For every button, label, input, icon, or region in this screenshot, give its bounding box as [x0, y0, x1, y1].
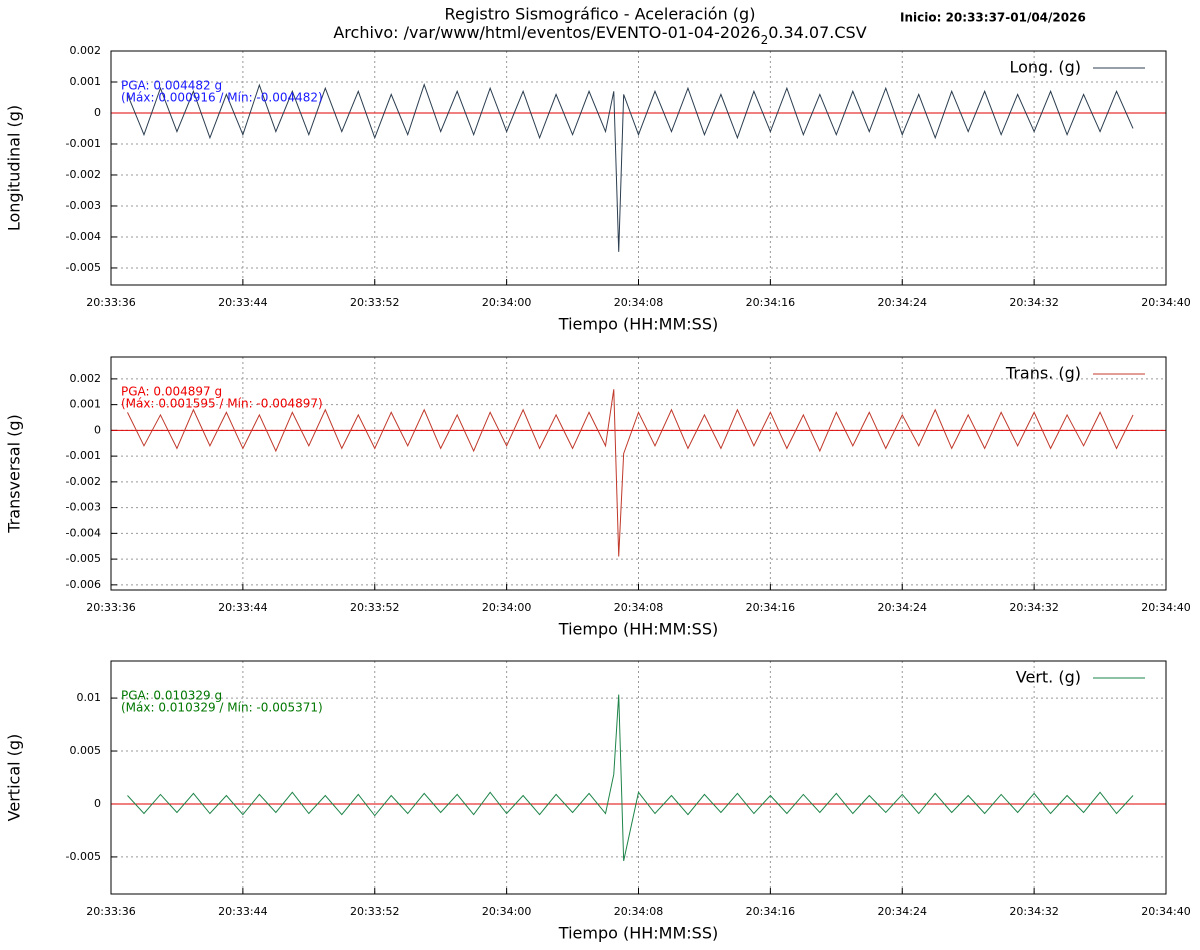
plot-frame — [110, 660, 1167, 895]
annotation: PGA: 0.004482 g — [121, 79, 222, 93]
y-tick-label: -0.006 — [66, 578, 101, 591]
y-axis-label: Transversal (g) — [5, 414, 24, 533]
x-tick-label: 20:34:00 — [482, 905, 531, 918]
x-tick-label: 20:34:00 — [482, 296, 531, 309]
y-tick-label: 0 — [94, 797, 101, 810]
data-line — [127, 83, 1134, 252]
subtitle-subscript: 2 — [761, 33, 769, 47]
x-tick-label: 20:33:52 — [350, 905, 399, 918]
x-tick-label: 20:34:32 — [1009, 601, 1058, 614]
x-tick-label: 20:33:36 — [86, 296, 135, 309]
y-tick-label: -0.001 — [66, 449, 101, 462]
y-tick-label: -0.004 — [66, 526, 101, 539]
x-tick-label: 20:33:52 — [350, 601, 399, 614]
legend-label: Long. (g) — [1009, 58, 1081, 77]
x-tick-label: 20:34:16 — [746, 601, 795, 614]
x-tick-label: 20:34:00 — [482, 601, 531, 614]
x-tick-label: 20:34:40 — [1141, 296, 1190, 309]
y-tick-label: 0.005 — [70, 744, 102, 757]
x-tick-label: 20:34:32 — [1009, 296, 1058, 309]
x-axis-label: Tiempo (HH:MM:SS) — [558, 315, 718, 334]
data-line — [127, 694, 1134, 861]
annotation: (Máx: 0.000916 / Mín: -0.004482) — [121, 91, 323, 105]
x-tick-label: 20:34:24 — [878, 296, 927, 309]
x-tick-label: 20:34:08 — [614, 905, 663, 918]
y-tick-label: 0.002 — [70, 44, 102, 57]
y-tick-label: 0.002 — [70, 372, 102, 385]
legend-label: Trans. (g) — [1005, 364, 1081, 383]
x-tick-label: 20:33:44 — [218, 296, 267, 309]
x-tick-label: 20:33:44 — [218, 601, 267, 614]
x-tick-label: 20:34:08 — [614, 296, 663, 309]
start-time: Inicio: 20:33:37-01/04/2026 — [900, 11, 1086, 25]
y-tick-label: -0.002 — [66, 475, 101, 488]
annotation: PGA: 0.004897 g — [121, 385, 222, 399]
y-tick-label: 0 — [94, 423, 101, 436]
x-tick-label: 20:34:32 — [1009, 905, 1058, 918]
x-axis-label: Tiempo (HH:MM:SS) — [558, 620, 718, 639]
y-tick-label: 0 — [94, 106, 101, 119]
x-tick-label: 20:33:52 — [350, 296, 399, 309]
y-tick-label: 0.001 — [70, 75, 102, 88]
x-tick-label: 20:34:16 — [746, 296, 795, 309]
y-tick-label: 0.001 — [70, 398, 102, 411]
figure-title: Registro Sismográfico - Aceleración (g) — [445, 5, 756, 24]
x-tick-label: 20:33:44 — [218, 905, 267, 918]
figure-subtitle: Archivo: /var/www/html/eventos/EVENTO-01… — [333, 23, 866, 47]
x-tick-label: 20:34:24 — [878, 601, 927, 614]
y-axis-label: Vertical (g) — [5, 734, 24, 822]
annotation: (Máx: 0.010329 / Mín: -0.005371) — [121, 701, 323, 715]
x-tick-label: 20:34:40 — [1141, 601, 1190, 614]
x-tick-label: 20:34:08 — [614, 601, 663, 614]
plot-frame — [110, 50, 1167, 286]
x-tick-label: 20:34:40 — [1141, 905, 1190, 918]
y-tick-label: -0.005 — [66, 850, 101, 863]
y-tick-label: -0.005 — [66, 552, 101, 565]
y-tick-label: -0.001 — [66, 137, 101, 150]
subtitle-part: 0.34.07.CSV — [768, 23, 866, 42]
y-tick-label: 0.01 — [77, 691, 102, 704]
x-tick-label: 20:33:36 — [86, 905, 135, 918]
legend-label: Vert. (g) — [1016, 668, 1081, 687]
y-tick-label: -0.003 — [66, 501, 101, 514]
y-tick-label: -0.003 — [66, 199, 101, 212]
subtitle-part: Archivo: /var/www/html/eventos/EVENTO-01… — [333, 23, 760, 42]
data-line — [127, 389, 1134, 557]
y-axis-label: Longitudinal (g) — [5, 105, 24, 231]
x-tick-label: 20:34:24 — [878, 905, 927, 918]
annotation: PGA: 0.010329 g — [121, 689, 222, 703]
x-tick-label: 20:34:16 — [746, 905, 795, 918]
y-tick-label: -0.004 — [66, 230, 101, 243]
x-tick-label: 20:33:36 — [86, 601, 135, 614]
y-tick-label: -0.002 — [66, 168, 101, 181]
y-tick-label: -0.005 — [66, 261, 101, 274]
x-axis-label: Tiempo (HH:MM:SS) — [558, 924, 718, 943]
plot-frame — [110, 356, 1167, 591]
annotation: (Máx: 0.001595 / Mín: -0.004897) — [121, 397, 323, 411]
